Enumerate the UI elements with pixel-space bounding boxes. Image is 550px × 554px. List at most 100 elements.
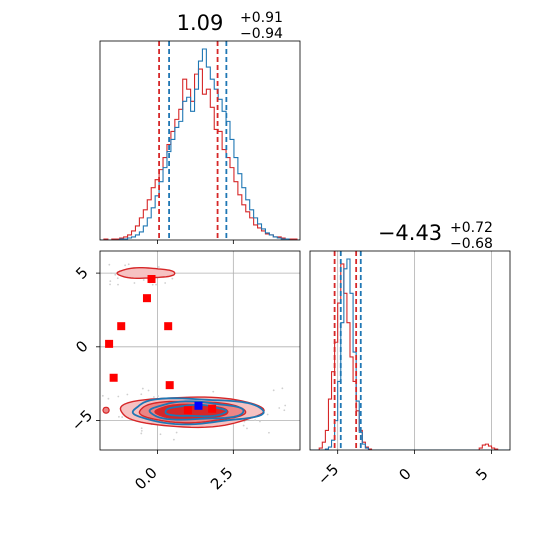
hist-x-title-minus: −0.94 (240, 26, 283, 42)
joint-frame (99, 250, 301, 451)
joint-sample-point (254, 419, 257, 422)
hist-y-title-value: −4.43 (378, 221, 442, 245)
joint-sample-point (278, 407, 281, 409)
hist-x-title: 1.09 (177, 11, 224, 35)
joint-sample-point (259, 420, 261, 423)
joint-sample-point (147, 389, 150, 392)
joint-sample-point (110, 272, 112, 275)
joint-sample-point (152, 396, 155, 398)
joint-scatter-points (88, 263, 287, 459)
joint-ticks: 0.0 2.5 −5 0 5 (68, 263, 237, 493)
hist-x-ticks (157, 240, 234, 244)
joint-sample-point (117, 395, 120, 398)
joint-contours (102, 267, 265, 429)
hist-x-series-0 (100, 68, 300, 240)
joint-sample-point (101, 394, 104, 397)
joint-sample-point (284, 404, 287, 407)
joint-red-marker-2 (117, 322, 126, 331)
joint-sample-point (159, 433, 162, 436)
hist-x-title-plus: +0.91 (240, 10, 283, 26)
joint-sample-point (127, 263, 130, 266)
joint-sample-point (151, 283, 154, 286)
joint-red-marker-6 (165, 381, 174, 390)
joint-sample-point (88, 404, 90, 406)
joint-xtick-label-0: 0.0 (131, 464, 161, 494)
panel-joint: 0.0 2.5 −5 0 5 (68, 250, 301, 493)
joint-sample-point (142, 279, 145, 281)
joint-sample-point (281, 387, 284, 390)
hist-y-tick-label-2: 5 (472, 465, 491, 484)
joint-sample-point (140, 432, 143, 435)
hist-y-series-1 (310, 258, 510, 450)
joint-sample-point (116, 277, 119, 280)
joint-sample-point (212, 390, 215, 393)
joint-sample-point (268, 431, 270, 434)
joint-red-marker-0 (147, 275, 156, 284)
hist-y-quantile-lines (333, 251, 362, 450)
joint-sample-point (242, 424, 245, 427)
joint-blue-marker (194, 401, 203, 410)
joint-sample-point (157, 266, 160, 268)
joint-red-marker-7 (183, 406, 192, 415)
joint-sample-point (109, 283, 111, 286)
joint-sample-point (114, 273, 117, 276)
joint-sample-point (109, 280, 112, 283)
joint-red-marker-3 (164, 322, 173, 331)
hist-y-title: −4.43 (378, 221, 442, 245)
joint-sample-point (176, 457, 178, 459)
hist-x-series-1 (100, 48, 300, 240)
joint-sample-point (94, 410, 96, 412)
joint-sample-point (126, 393, 129, 396)
joint-blue-contour-1 (148, 400, 245, 421)
panel-hist-y: −5 0 5 −4.43 +0.72 −0.68 (309, 220, 511, 489)
hist-y-tick-label-1: 0 (395, 465, 414, 484)
joint-sample-point (140, 393, 143, 396)
joint-red-speck-contour (102, 406, 110, 414)
hist-y-title-plus: +0.72 (450, 220, 493, 236)
joint-ytick-label-1: 0 (72, 337, 91, 356)
joint-ytick-label-2: 5 (72, 263, 91, 282)
joint-sample-point (175, 431, 178, 434)
joint-red-island-contour (116, 267, 176, 279)
joint-sample-point (283, 409, 286, 412)
joint-sample-point (243, 420, 246, 423)
hist-y-bars (310, 258, 510, 450)
joint-sample-point (140, 427, 143, 430)
joint-sample-point (157, 395, 159, 398)
joint-sample-point (266, 413, 269, 416)
hist-x-bars (100, 48, 300, 240)
joint-sample-point (246, 427, 248, 430)
joint-sample-point (140, 429, 143, 432)
joint-sample-point (171, 277, 174, 280)
panel-hist-x: 1.09 +0.91 −0.94 (99, 10, 301, 244)
joint-sample-point (108, 263, 111, 266)
joint-sample-point (164, 282, 167, 284)
hist-y-ticks: −5 0 5 (314, 450, 492, 489)
joint-sample-point (155, 283, 157, 286)
hist-y-title-minus: −0.68 (450, 236, 493, 252)
joint-sample-point (124, 264, 127, 267)
hist-x-title-value: 1.09 (177, 11, 224, 35)
joint-sample-point (121, 416, 124, 418)
joint-sample-point (272, 389, 275, 392)
joint-red-marker-1 (142, 294, 151, 303)
joint-markers (105, 275, 217, 415)
joint-xtick-label-1: 2.5 (207, 464, 237, 494)
joint-red-marker-4 (105, 339, 114, 348)
hist-x-frame (99, 40, 301, 241)
joint-sample-point (133, 282, 136, 284)
joint-red-marker-5 (109, 373, 118, 382)
joint-sample-point (107, 397, 110, 400)
joint-sample-point (172, 438, 175, 441)
hist-y-series-0 (310, 263, 510, 450)
joint-red-marker-8 (208, 404, 217, 413)
joint-sample-point (118, 415, 120, 418)
joint-ytick-label-0: −5 (68, 406, 96, 434)
joint-sample-point (117, 283, 119, 286)
joint-blue-contour-0 (131, 397, 265, 426)
hist-y-tick-label-0: −5 (314, 460, 342, 488)
hist-x-quantile-lines (158, 41, 228, 240)
joint-sample-point (141, 387, 144, 390)
